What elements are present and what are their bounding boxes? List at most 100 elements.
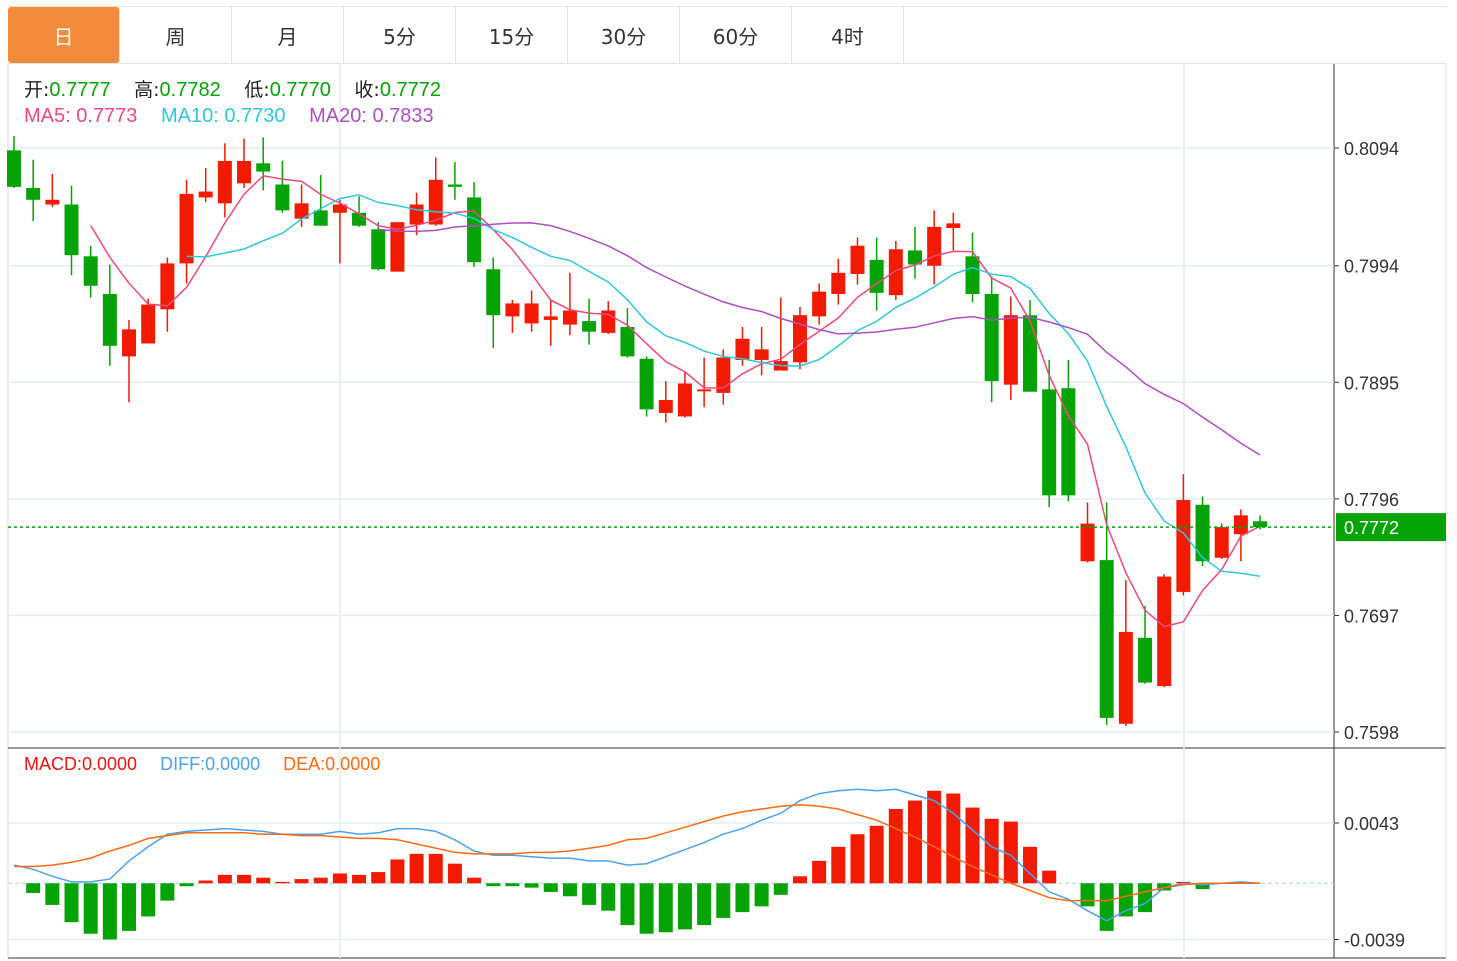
candle-body: [658, 399, 673, 413]
ma10-label: MA10:: [160, 105, 219, 127]
ma20-value: 0.7833: [372, 105, 434, 127]
macd-bar: [601, 883, 616, 911]
candle-body: [620, 326, 635, 357]
candle: [543, 299, 558, 346]
macd-bar: [620, 883, 635, 926]
macd-bar: [45, 883, 60, 905]
candle-body: [984, 294, 999, 382]
macd-bar: [467, 877, 482, 884]
close-label: 收:: [354, 79, 380, 101]
candle-body: [1080, 523, 1095, 562]
y-tick-label: 0.7994: [1344, 257, 1399, 277]
macd-bar: [639, 883, 654, 934]
candle-body: [1118, 631, 1133, 724]
macd-bar: [869, 825, 884, 884]
candle: [1214, 523, 1229, 559]
candle-body: [179, 193, 194, 264]
candle-body: [45, 199, 60, 205]
candle-body: [256, 163, 271, 172]
last-price-label: 0.7772: [1344, 518, 1399, 538]
close-value: 0.7772: [379, 79, 441, 101]
candle-body: [582, 321, 597, 332]
macd-bar: [486, 883, 501, 887]
macd-bar: [524, 883, 539, 888]
candle: [371, 222, 386, 271]
candle: [1176, 474, 1191, 596]
low-label: 低:: [244, 79, 270, 101]
candle: [907, 226, 922, 279]
macd-bar: [64, 883, 79, 923]
macd-bar: [141, 883, 156, 917]
macd-histogram: [26, 790, 1248, 940]
candle-body: [831, 272, 846, 294]
macd-bar: [1023, 846, 1038, 884]
tab-month[interactable]: 月: [232, 7, 344, 63]
candle-body: [505, 303, 520, 317]
macd-bar: [160, 883, 175, 901]
candle: [313, 175, 328, 226]
macd-legend: MACD:0.0000 DIFF:0.0000 DEA:0.0000: [24, 754, 380, 775]
macd-label: MACD:: [24, 754, 82, 774]
candles: [7, 136, 1268, 727]
ma5-line: [90, 174, 1261, 628]
dea-line: [14, 804, 1261, 902]
tab-day[interactable]: 日: [8, 7, 120, 63]
candle-body: [1061, 388, 1076, 496]
candle: [869, 237, 884, 311]
macd-bar: [1099, 883, 1114, 931]
candle: [697, 357, 712, 408]
candle: [256, 137, 271, 191]
macd-bar: [831, 846, 846, 884]
candle-body: [1195, 504, 1210, 562]
ma10-line: [186, 194, 1261, 578]
tab-15min[interactable]: 15分: [456, 7, 568, 63]
candle-body: [409, 204, 424, 225]
candle-body: [64, 204, 79, 256]
macd-bar: [179, 883, 194, 887]
candle-body: [1157, 576, 1172, 687]
macd-bar: [543, 883, 558, 892]
candle: [677, 371, 692, 418]
candle: [275, 160, 290, 213]
macd-y-tick-label: 0.0043: [1344, 814, 1399, 834]
diff-value: 0.0000: [205, 754, 261, 774]
candle-body: [467, 197, 482, 263]
candle: [505, 299, 520, 333]
candle: [1118, 580, 1133, 727]
candle: [1138, 606, 1153, 684]
y-tick-label: 0.7796: [1344, 490, 1399, 510]
macd-bar: [428, 853, 443, 884]
tab-4hour[interactable]: 4时: [792, 7, 904, 63]
tab-60min[interactable]: 60分: [680, 7, 792, 63]
macd-bar: [294, 879, 309, 884]
candle: [486, 257, 501, 349]
candle-body: [850, 245, 865, 274]
tab-5min[interactable]: 5分: [344, 7, 456, 63]
macd-bar: [217, 874, 232, 884]
candle-body: [1042, 389, 1057, 496]
candle: [1253, 515, 1268, 530]
candle: [1023, 299, 1038, 392]
candle-body: [1138, 637, 1153, 683]
macd-bar: [332, 873, 347, 884]
candle: [1157, 574, 1172, 688]
tab-30min[interactable]: 30分: [568, 7, 680, 63]
tab-week[interactable]: 周: [120, 7, 232, 63]
candle-body: [141, 304, 156, 344]
candle: [792, 306, 807, 370]
candle: [390, 222, 405, 272]
high-value: 0.7782: [159, 79, 221, 101]
candle: [160, 257, 175, 332]
candle: [658, 381, 673, 423]
macd-bar: [927, 790, 942, 884]
candle: [562, 272, 577, 336]
candle-body: [198, 191, 213, 198]
y-tick-label: 0.7598: [1344, 723, 1399, 743]
candle: [946, 212, 961, 251]
candle-body: [1253, 521, 1268, 528]
high-label: 高:: [134, 79, 160, 101]
candle-body: [1003, 315, 1018, 385]
candle: [83, 245, 98, 298]
dea-value: 0.0000: [325, 754, 381, 774]
